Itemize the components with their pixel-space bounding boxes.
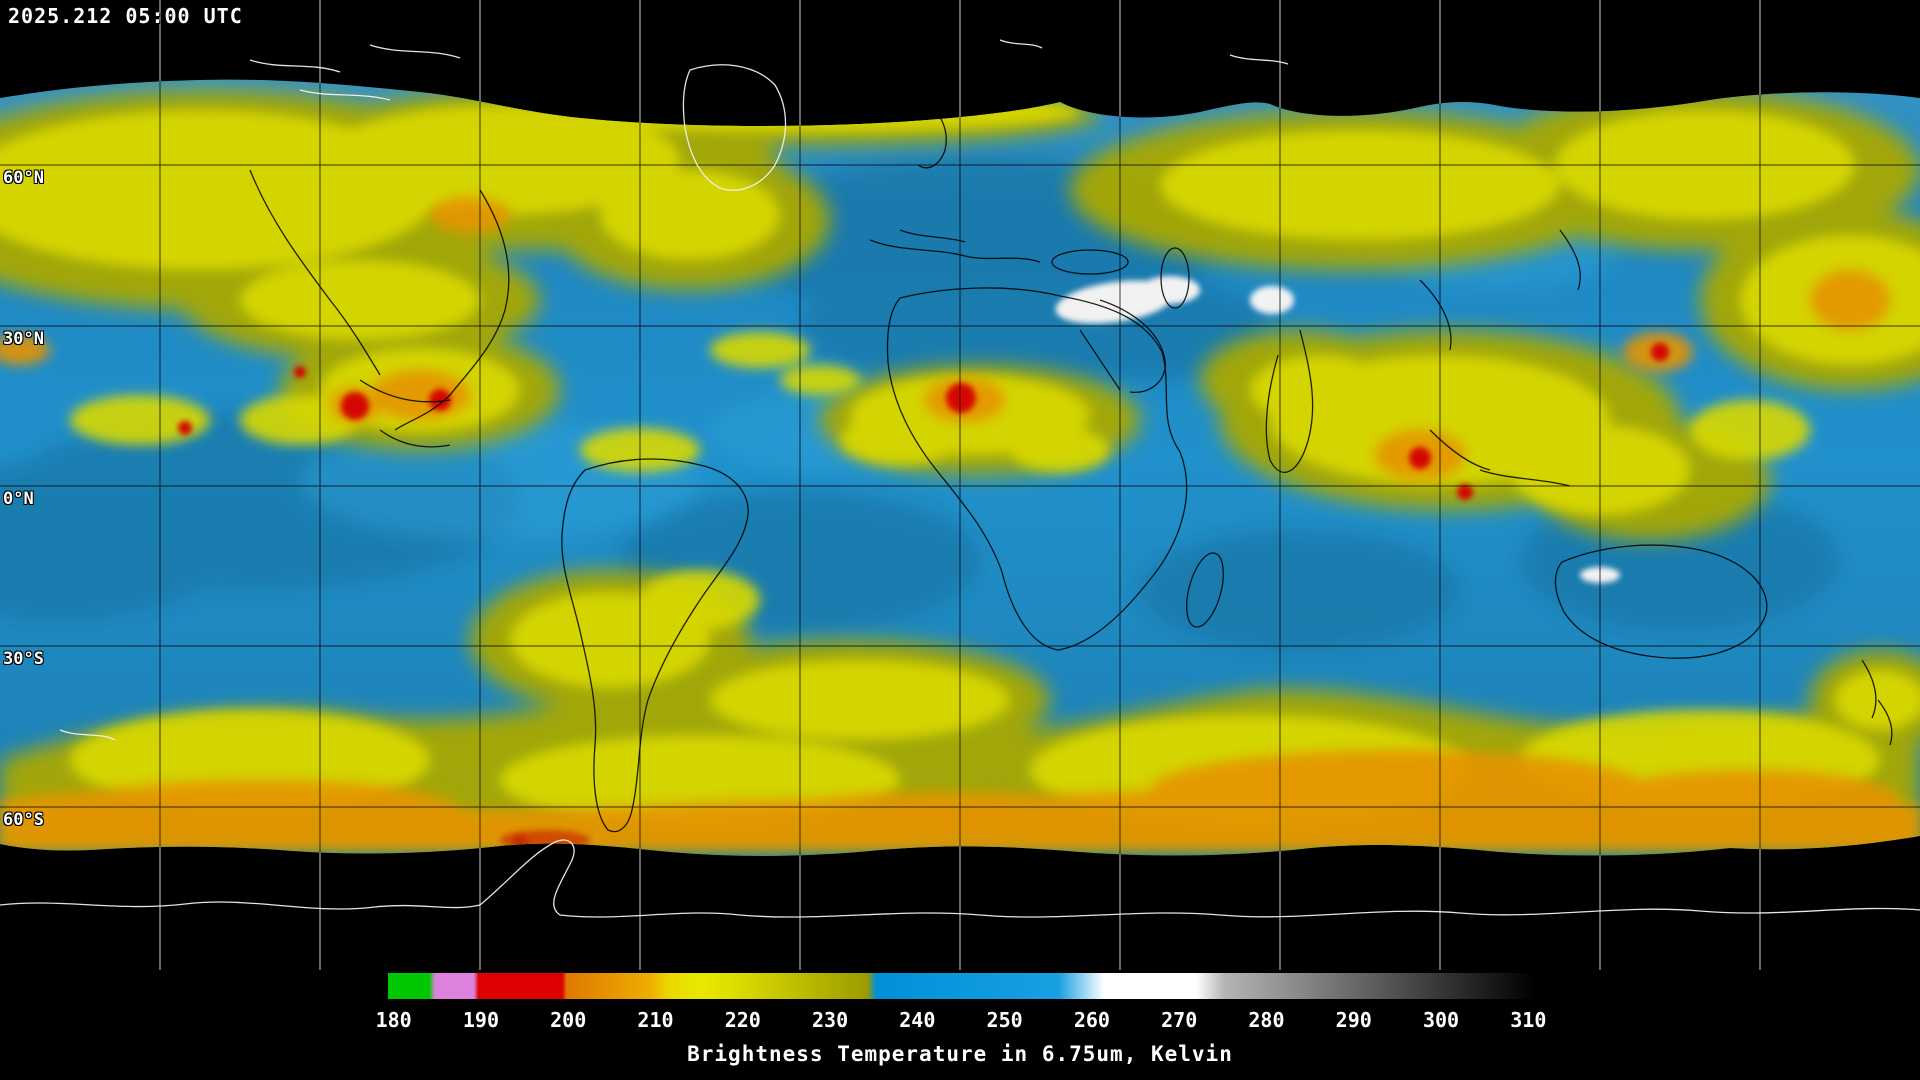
colorbar-tick: 300 — [1422, 1008, 1460, 1032]
colorbar-tick: 280 — [1248, 1008, 1285, 1032]
colorbar-tick: 240 — [899, 1008, 936, 1032]
colorbar-tick: 190 — [462, 1008, 499, 1032]
coastlines-on-space — [0, 39, 1920, 918]
colorbar-tick: 250 — [986, 1008, 1023, 1032]
colorbar-tick: 260 — [1073, 1008, 1110, 1032]
colorbar-tick: 200 — [550, 1008, 587, 1032]
colorbar-tick: 220 — [724, 1008, 761, 1032]
lat-label-30s: 30°S — [3, 649, 44, 669]
colorbar-tick: 230 — [811, 1008, 849, 1032]
lat-label-60s: 60°S — [3, 810, 44, 830]
graticule-on-data — [0, 0, 1920, 970]
colorbar-caption: Brightness Temperature in 6.75um, Kelvin — [687, 1042, 1233, 1066]
satellite-map-image — [0, 0, 1920, 970]
lat-label-0n: 0°N — [3, 489, 34, 509]
colorbar-tick: 310 — [1510, 1008, 1547, 1032]
colorbar-tick: 210 — [637, 1008, 674, 1032]
lat-label-30n: 30°N — [3, 329, 44, 349]
lat-label-60n: 60°N — [3, 168, 44, 188]
colorbar-tick-labels: 180 190 200 210 220 230 240 250 260 270 … — [350, 1008, 1572, 1032]
coastlines-on-data — [249, 94, 1893, 833]
brightness-temperature-colorbar — [388, 973, 1534, 999]
colorbar-tick: 290 — [1335, 1008, 1372, 1032]
water-vapor-imagery — [0, 0, 1920, 970]
colorbar-tick: 180 — [375, 1008, 412, 1032]
timestamp-label: 2025.212 05:00 UTC — [8, 4, 243, 28]
colorbar-tick: 270 — [1161, 1008, 1198, 1032]
